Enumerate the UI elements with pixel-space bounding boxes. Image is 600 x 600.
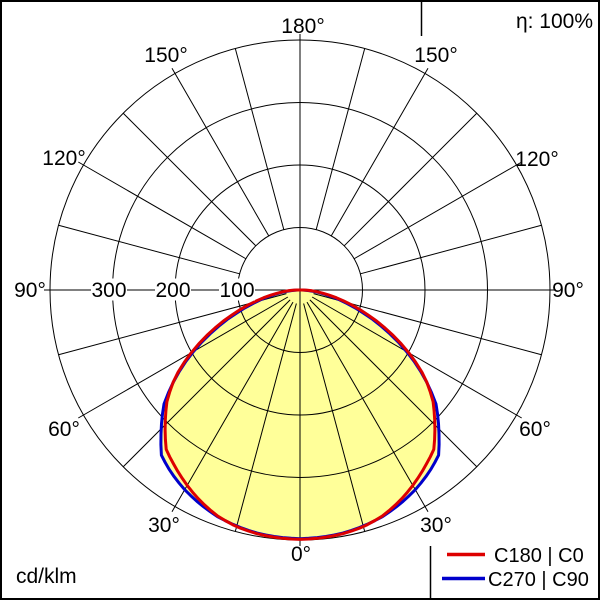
angle-label-120: 120° <box>42 147 85 170</box>
radial-label-mask <box>155 278 191 301</box>
grid-radial-line <box>303 303 366 532</box>
grid-radial-line <box>78 161 247 260</box>
polar-grid <box>44 34 556 546</box>
grid-radial-line <box>360 224 542 275</box>
angle-label-60: 60° <box>48 418 80 441</box>
intensity-curves <box>159 288 441 541</box>
radial-label-100: 100 <box>219 279 254 302</box>
radial-label-300: 300 <box>91 279 126 302</box>
grid-radial-line <box>78 296 289 419</box>
grid-radial-line <box>353 161 522 260</box>
curve-c180-c0 <box>163 288 437 541</box>
efficiency-label: η: 100% <box>516 10 593 33</box>
grid-radial-line <box>343 112 478 247</box>
radial-label-mask <box>219 278 255 301</box>
legend: C180 | C0 C270 | C90 <box>442 545 589 591</box>
legend-label-c180-c0: C180 | C0 <box>494 545 584 567</box>
grid-radial-line <box>58 224 240 275</box>
grid-radial-line <box>311 296 522 419</box>
grid-radial-line <box>306 301 429 512</box>
angle-label-0: 0° <box>291 543 311 566</box>
grid-radial-line <box>234 48 285 230</box>
angle-label-180: 180° <box>281 15 324 38</box>
legend-label-c270-c90: C270 | C90 <box>488 569 589 591</box>
angle-label-150: 150° <box>414 44 457 67</box>
grid-radial-line <box>309 299 478 468</box>
grid-radial-line <box>171 68 270 237</box>
axis-labels: 0° 30° 30° 60° 60° 90° 90° 120° 120° 150° 150° 180°… <box>14 15 584 566</box>
grid-radial-line <box>122 299 291 468</box>
angle-label-90: 90° <box>552 279 584 302</box>
grid-radial-line <box>330 68 429 237</box>
angle-label-150: 150° <box>144 44 187 67</box>
unit-label: cd/klm <box>16 565 77 588</box>
angle-label-30: 30° <box>148 514 180 537</box>
grid-radial-line <box>171 301 294 512</box>
angle-label-30: 30° <box>420 514 452 537</box>
radial-label-mask <box>91 278 127 301</box>
radial-label-200: 200 <box>155 279 190 302</box>
angle-label-90: 90° <box>14 279 46 302</box>
angle-label-60: 60° <box>519 418 551 441</box>
angle-label-120: 120° <box>515 148 558 171</box>
grid-radial-line <box>315 48 366 230</box>
grid-radial-line <box>234 303 297 532</box>
grid-radial-line <box>122 112 257 247</box>
